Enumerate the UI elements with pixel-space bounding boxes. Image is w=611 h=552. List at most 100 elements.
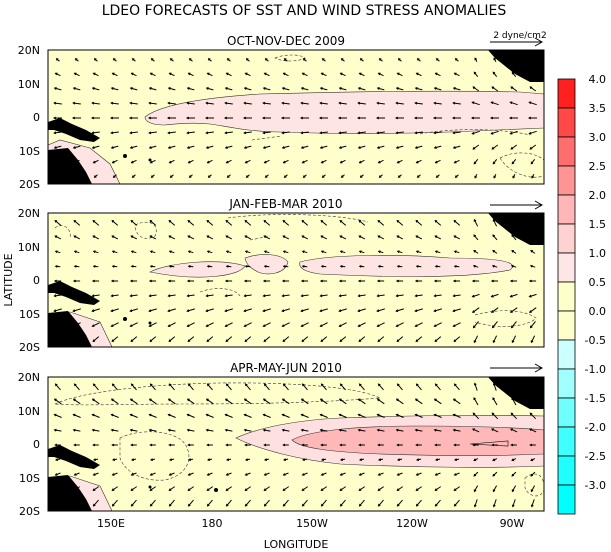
wind-vector-head bbox=[358, 235, 362, 239]
wind-vector bbox=[92, 294, 100, 297]
wind-vector-head bbox=[129, 116, 132, 120]
wind-vector-head bbox=[244, 264, 248, 268]
wind-vector-head bbox=[528, 101, 532, 105]
x-tick-label: 150E bbox=[97, 517, 125, 530]
wind-vector-head bbox=[262, 309, 266, 313]
wind-vector bbox=[358, 87, 366, 91]
wind-vector-head bbox=[224, 131, 228, 135]
wind-vector bbox=[358, 398, 366, 405]
wind-vector-head bbox=[206, 383, 210, 387]
wind-vector-head bbox=[73, 250, 77, 254]
wind-vector-head bbox=[511, 489, 515, 493]
wind-vector-head bbox=[149, 339, 153, 343]
wind-vector-head bbox=[188, 175, 192, 178]
wind-vector bbox=[130, 322, 138, 327]
wind-vector-head bbox=[91, 309, 95, 313]
wind-vector-head bbox=[433, 324, 437, 327]
wind-vector bbox=[263, 308, 271, 312]
wind-vector-head bbox=[376, 398, 380, 402]
wind-vector bbox=[225, 414, 233, 418]
wind-vector-head bbox=[510, 325, 514, 329]
wind-vector-head bbox=[205, 131, 209, 135]
wind-vector-head bbox=[434, 250, 438, 254]
wind-vector-head bbox=[492, 397, 496, 400]
wind-vector-head bbox=[206, 72, 210, 76]
wind-vector-head bbox=[453, 383, 457, 387]
wind-vector-head bbox=[454, 58, 458, 61]
wind-vector-head bbox=[131, 175, 135, 178]
x-tick-label: 90W bbox=[500, 517, 525, 530]
wind-vector-head bbox=[433, 116, 436, 120]
wind-vector-head bbox=[358, 473, 362, 476]
wind-vector bbox=[435, 486, 441, 491]
wind-vector bbox=[149, 220, 157, 226]
wind-vector bbox=[73, 398, 81, 405]
wind-vector bbox=[244, 131, 252, 134]
wind-vector-head bbox=[186, 324, 190, 327]
panel-2-new-guinea bbox=[48, 281, 100, 305]
wind-vector bbox=[396, 398, 404, 405]
wind-vector-head bbox=[187, 443, 191, 447]
wind-vector bbox=[415, 414, 423, 418]
wind-vector bbox=[93, 486, 99, 491]
wind-vector-head bbox=[263, 219, 267, 223]
wind-vector bbox=[321, 486, 327, 491]
wind-vector bbox=[396, 102, 404, 105]
wind-vector-head bbox=[492, 71, 496, 75]
wind-vector-head bbox=[110, 116, 113, 120]
wind-vector-head bbox=[148, 146, 152, 149]
panel-2-dashed-6 bbox=[474, 310, 537, 327]
wind-vector-head bbox=[433, 294, 437, 298]
wind-vector-head bbox=[453, 503, 457, 507]
wind-vector bbox=[320, 414, 328, 418]
wind-vector-head bbox=[435, 458, 438, 462]
wind-vector-head bbox=[225, 160, 229, 164]
wind-vector bbox=[396, 220, 404, 226]
x-axis-label: LONGITUDE bbox=[264, 538, 329, 551]
wind-vector bbox=[377, 336, 385, 342]
colorbar-label: 2.5 bbox=[589, 160, 607, 173]
wind-vector-head bbox=[509, 116, 512, 120]
wind-vector-head bbox=[243, 131, 247, 135]
wind-vector bbox=[434, 220, 442, 226]
wind-vector-head bbox=[301, 235, 305, 239]
wind-vector bbox=[112, 383, 118, 391]
wind-vector bbox=[206, 220, 214, 226]
wind-vector-head bbox=[92, 264, 96, 268]
wind-vector bbox=[226, 499, 232, 507]
wind-vector-head bbox=[282, 383, 286, 387]
wind-vector bbox=[339, 235, 347, 240]
wind-vector-head bbox=[91, 294, 95, 298]
wind-vector-head bbox=[55, 458, 58, 462]
wind-vector-head bbox=[300, 116, 303, 120]
wind-vector-head bbox=[340, 175, 344, 178]
wind-vector-head bbox=[186, 146, 190, 149]
wind-vector-head bbox=[377, 264, 381, 268]
wind-vector-head bbox=[301, 503, 305, 507]
wind-vector bbox=[263, 322, 271, 327]
wind-vector-head bbox=[509, 294, 513, 298]
wind-vector bbox=[168, 235, 176, 240]
wind-vector-head bbox=[225, 72, 229, 76]
panel-1-dashed-2 bbox=[419, 129, 531, 136]
wind-vector-head bbox=[167, 146, 171, 149]
y-tick-label: 20S bbox=[19, 341, 40, 354]
wind-vector bbox=[529, 412, 537, 420]
wind-vector-head bbox=[91, 87, 95, 90]
wind-vector bbox=[511, 485, 517, 492]
wind-vector bbox=[206, 414, 214, 418]
wind-vector-head bbox=[434, 339, 438, 343]
wind-vector-head bbox=[206, 339, 210, 343]
wind-vector-head bbox=[530, 504, 534, 508]
wind-vector-head bbox=[244, 235, 248, 239]
wind-vector-head bbox=[490, 294, 494, 298]
wind-vector-head bbox=[359, 175, 363, 178]
wind-vector-head bbox=[491, 146, 495, 150]
wind-vector-head bbox=[340, 58, 344, 61]
wind-vector-head bbox=[168, 250, 172, 254]
wind-vector bbox=[472, 307, 480, 313]
wind-vector-head bbox=[167, 398, 171, 402]
wind-vector bbox=[168, 131, 176, 134]
wind-vector bbox=[454, 383, 460, 391]
wind-vector bbox=[111, 322, 119, 327]
